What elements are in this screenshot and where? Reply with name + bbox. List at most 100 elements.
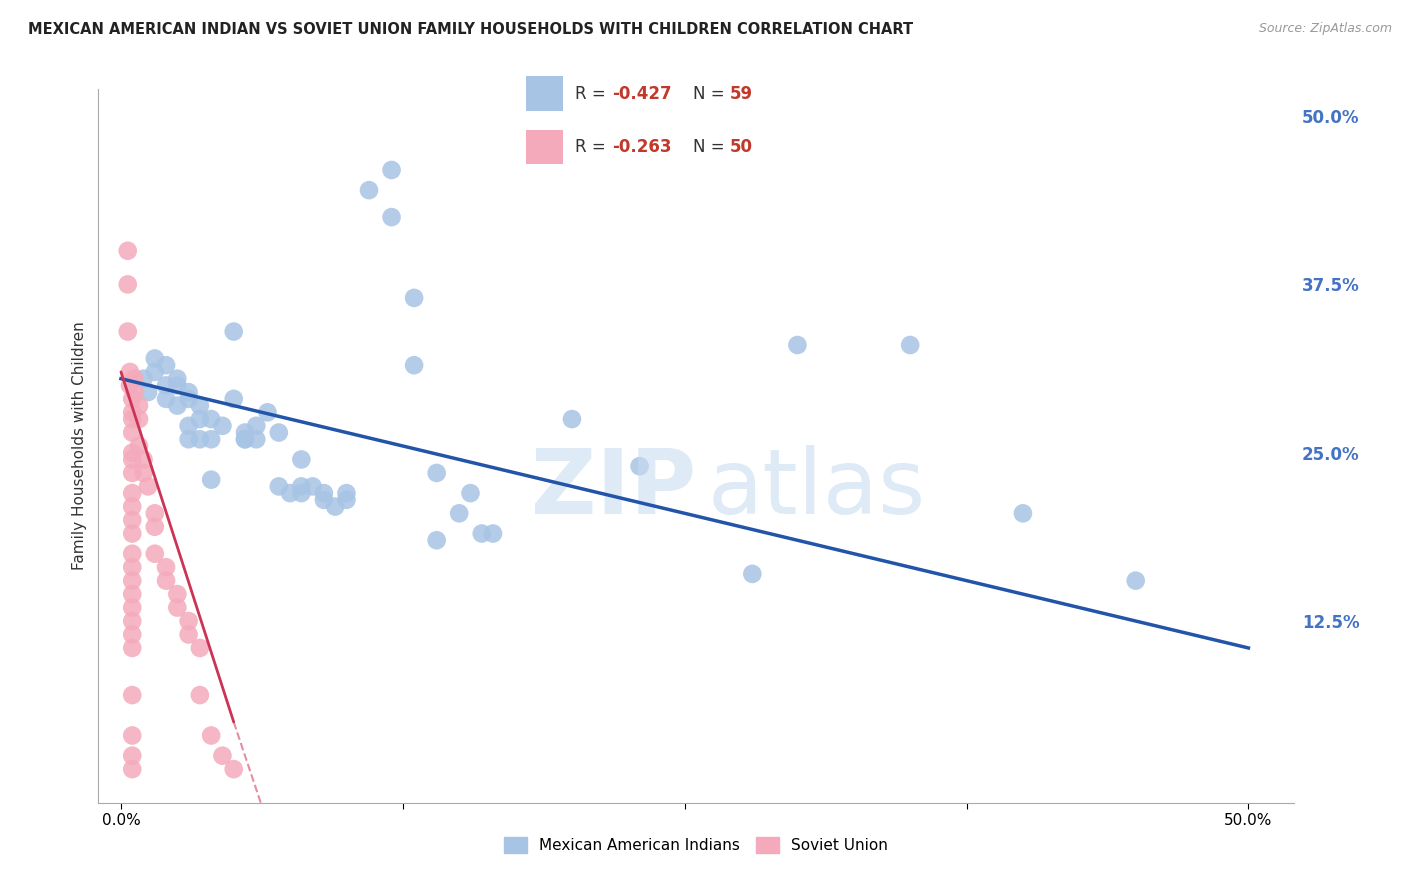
Point bbox=[200, 432, 222, 446]
Point bbox=[128, 412, 150, 426]
Point bbox=[155, 378, 177, 392]
Text: atlas: atlas bbox=[709, 445, 927, 533]
Point bbox=[121, 405, 143, 419]
Point bbox=[335, 492, 357, 507]
Text: Source: ZipAtlas.com: Source: ZipAtlas.com bbox=[1258, 22, 1392, 36]
Point bbox=[121, 547, 143, 561]
Point bbox=[267, 425, 290, 440]
Point bbox=[121, 466, 143, 480]
Point bbox=[222, 762, 245, 776]
Point bbox=[124, 372, 146, 386]
Point bbox=[143, 506, 166, 520]
Text: R =: R = bbox=[575, 138, 612, 156]
Point bbox=[132, 466, 155, 480]
Point bbox=[124, 385, 146, 400]
Point bbox=[177, 627, 200, 641]
Point bbox=[312, 492, 335, 507]
Point bbox=[256, 405, 278, 419]
Point bbox=[1125, 574, 1147, 588]
Point bbox=[143, 520, 166, 534]
Text: 59: 59 bbox=[730, 85, 752, 103]
Point bbox=[166, 600, 188, 615]
Point bbox=[898, 338, 921, 352]
Point bbox=[267, 479, 290, 493]
Point bbox=[121, 688, 143, 702]
Point bbox=[121, 748, 143, 763]
Point bbox=[136, 385, 159, 400]
Point bbox=[449, 506, 471, 520]
Point bbox=[155, 574, 177, 588]
Point bbox=[245, 432, 267, 446]
Text: ZIP: ZIP bbox=[531, 445, 696, 533]
Text: 50: 50 bbox=[730, 138, 752, 156]
Point bbox=[357, 183, 380, 197]
Text: N =: N = bbox=[693, 138, 730, 156]
Legend: Mexican American Indians, Soviet Union: Mexican American Indians, Soviet Union bbox=[498, 831, 894, 859]
Point bbox=[121, 486, 143, 500]
Point bbox=[426, 466, 449, 480]
Point bbox=[471, 526, 494, 541]
Point bbox=[132, 452, 155, 467]
Point bbox=[786, 338, 808, 352]
Point bbox=[177, 418, 200, 433]
Point bbox=[155, 392, 177, 406]
Point bbox=[177, 614, 200, 628]
Bar bbox=[526, 129, 562, 164]
Point bbox=[117, 244, 139, 258]
Point bbox=[233, 432, 256, 446]
Text: N =: N = bbox=[693, 85, 730, 103]
Point bbox=[460, 486, 482, 500]
Point bbox=[118, 378, 141, 392]
Point bbox=[200, 729, 222, 743]
Point bbox=[121, 392, 143, 406]
Point bbox=[121, 614, 143, 628]
Point bbox=[117, 277, 139, 292]
Point bbox=[233, 425, 256, 440]
Point bbox=[121, 587, 143, 601]
Point bbox=[121, 526, 143, 541]
Point bbox=[335, 486, 357, 500]
Point bbox=[233, 432, 256, 446]
Y-axis label: Family Households with Children: Family Households with Children bbox=[72, 322, 87, 570]
Point bbox=[312, 486, 335, 500]
Point bbox=[188, 412, 211, 426]
Point bbox=[1012, 506, 1035, 520]
Point bbox=[628, 459, 651, 474]
Point bbox=[121, 513, 143, 527]
Point bbox=[143, 365, 166, 379]
Point bbox=[290, 479, 312, 493]
Point bbox=[561, 412, 583, 426]
Point bbox=[121, 452, 143, 467]
Text: -0.427: -0.427 bbox=[612, 85, 672, 103]
Point bbox=[121, 412, 143, 426]
Point bbox=[166, 378, 188, 392]
Point bbox=[404, 291, 426, 305]
Point bbox=[177, 385, 200, 400]
Point bbox=[121, 627, 143, 641]
Point bbox=[117, 325, 139, 339]
Point bbox=[278, 486, 301, 500]
Point bbox=[132, 372, 155, 386]
Text: R =: R = bbox=[575, 85, 612, 103]
Point bbox=[121, 729, 143, 743]
Point bbox=[177, 392, 200, 406]
Point bbox=[200, 473, 222, 487]
Bar bbox=[526, 77, 562, 112]
Point bbox=[177, 432, 200, 446]
Point bbox=[211, 418, 233, 433]
Point bbox=[121, 640, 143, 655]
Point bbox=[121, 425, 143, 440]
Point bbox=[128, 399, 150, 413]
Point bbox=[121, 574, 143, 588]
Point bbox=[121, 600, 143, 615]
Point bbox=[188, 688, 211, 702]
Point bbox=[155, 560, 177, 574]
Point bbox=[301, 479, 323, 493]
Point bbox=[200, 412, 222, 426]
Point bbox=[143, 547, 166, 561]
Point bbox=[380, 210, 402, 224]
Point bbox=[290, 486, 312, 500]
Text: MEXICAN AMERICAN INDIAN VS SOVIET UNION FAMILY HOUSEHOLDS WITH CHILDREN CORRELAT: MEXICAN AMERICAN INDIAN VS SOVIET UNION … bbox=[28, 22, 914, 37]
Point bbox=[188, 640, 211, 655]
Point bbox=[222, 325, 245, 339]
